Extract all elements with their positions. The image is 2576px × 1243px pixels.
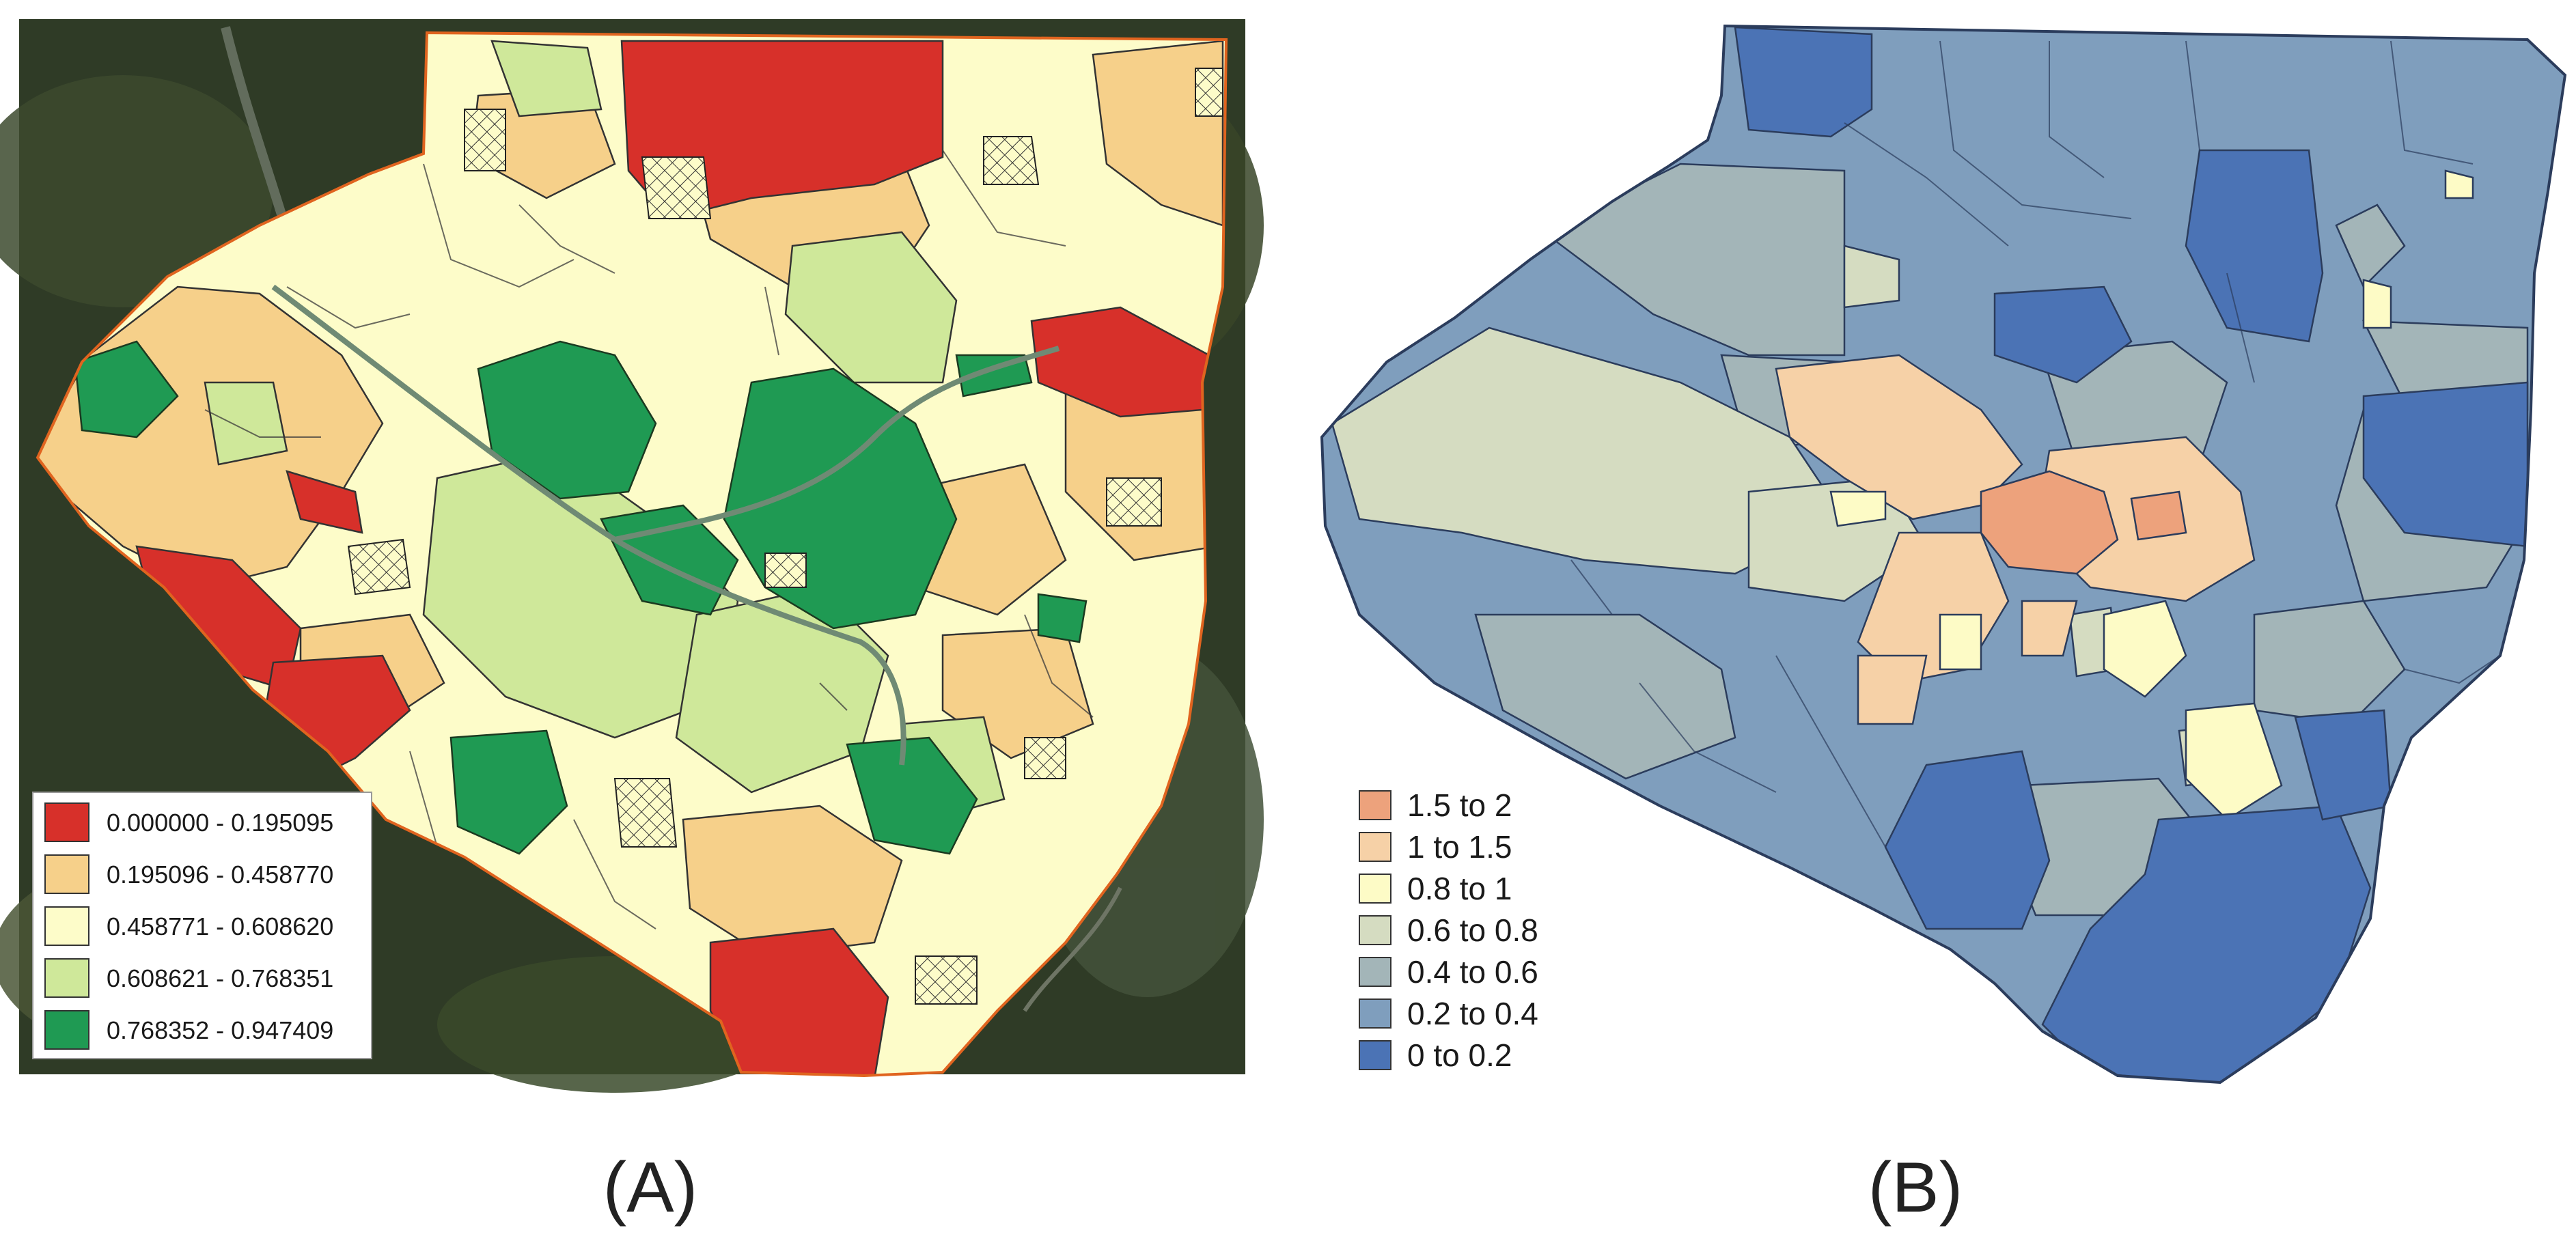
panel-b: 1.5 to 2 1 to 1.5 0.8 to 1 0.6 to 0.8 0.4 to… [1320,24,2567,1227]
legend-a-swatch-1 [44,802,89,842]
legend-b-swatch-6 [1359,998,1391,1029]
caption-a: (A) [603,1148,698,1227]
legend-b: 1.5 to 2 1 to 1.5 0.8 to 1 0.6 to 0.8 0.4 to… [1359,787,1538,1073]
legend-a-swatch-3 [44,906,89,946]
legend-a-swatch-5 [44,1010,89,1050]
class-4-regions [204,40,1006,821]
legend-a-label-3: 0.458771 - 0.608620 [107,912,333,940]
legend-b-label-3: 0.8 to 1 [1407,871,1512,906]
legend-b-label-6: 0.2 to 0.4 [1407,996,1538,1031]
b-subdivision-lines [1570,40,2501,848]
class-b-08-1 [1829,169,2474,821]
legend-b-label-5: 0.4 to 0.6 [1407,954,1538,990]
legend-b-swatch-3 [1359,874,1391,904]
hatched-regions [347,68,1223,1005]
panel-a-boundary [36,31,1228,1078]
legend-b-swatch-4 [1359,915,1391,945]
legend-a: 0.000000 - 0.195095 0.195096 - 0.458770 0.… [32,792,372,1059]
legend-b-label-7: 0 to 0.2 [1407,1037,1512,1073]
panel-a-map [38,33,1226,1076]
legend-b-swatch-2 [1359,832,1391,862]
legend-b-label-1: 1.5 to 2 [1407,787,1512,823]
caption-b: (B) [1868,1148,1963,1227]
legend-b-swatch-5 [1359,957,1391,987]
legend-b-swatch-7 [1359,1040,1391,1070]
legend-b-label-2: 1 to 1.5 [1407,829,1512,865]
class-b-15-2 [1980,470,2187,575]
class-b-0-02 [1734,26,2529,1083]
rivers [271,284,1060,766]
legend-a-swatch-4 [44,958,89,998]
legend-a-label-4: 0.608621 - 0.768351 [107,964,333,992]
legend-a-swatch-2 [44,854,89,894]
panel-b-boundary [1320,24,2567,1085]
panel-a: 0.000000 - 0.195095 0.195096 - 0.458770 0.… [0,19,1264,1227]
legend-a-label-5: 0.768352 - 0.947409 [107,1016,333,1044]
legend-b-label-4: 0.6 to 0.8 [1407,912,1538,948]
legend-a-label-1: 0.000000 - 0.195095 [107,809,333,837]
legend-b-swatch-1 [1359,790,1391,820]
subdivision-lines [204,150,1094,930]
legend-a-label-2: 0.195096 - 0.458770 [107,861,333,889]
